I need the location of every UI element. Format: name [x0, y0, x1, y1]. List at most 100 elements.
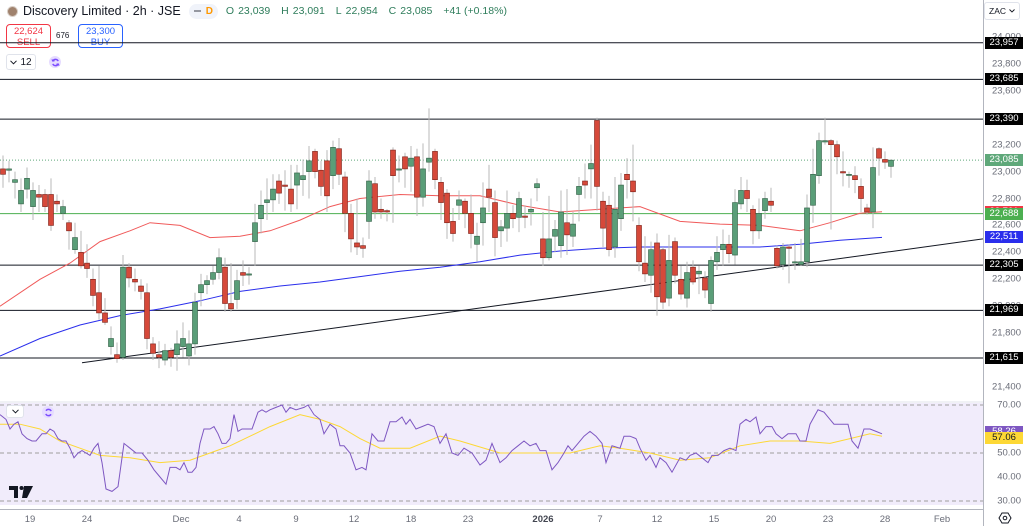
candle-body [372, 183, 378, 213]
price-axis[interactable]: 24,00023,80023,60023,40023,20023,00022,8… [983, 0, 1024, 526]
candle-body [480, 207, 486, 224]
market-status-badge[interactable]: D [188, 3, 218, 19]
candle-body [186, 343, 192, 357]
rsi-line [0, 404, 883, 492]
candle-body [630, 180, 636, 193]
time-axis[interactable]: 19 24 Dec 4 9 12 18 23 2026 7 12 15 20 23 28 Feb [0, 509, 983, 527]
ohlc-values: O 23,039 H 23,091 L 22,954 C 23,085 +41 (+0.… [226, 5, 511, 17]
candle-body [408, 157, 414, 167]
candle-body [180, 338, 186, 347]
time-tick-label: 18 [405, 514, 417, 525]
settings-gear-icon[interactable] [998, 512, 1012, 524]
candle-body [798, 261, 804, 265]
time-tick-label: 4 [236, 514, 242, 525]
ma-blue-line [0, 236, 883, 357]
price-level-label: 22,688 [985, 207, 1023, 220]
candle-body [576, 186, 582, 195]
rsi-tick-label: 40.00 [997, 471, 1021, 483]
candle-body [90, 278, 96, 296]
rsi-collapse-button[interactable] [6, 405, 24, 418]
candle-body [150, 343, 156, 354]
candle-body [132, 278, 138, 283]
symbol-logo-icon [7, 5, 18, 17]
candle-body [162, 350, 168, 361]
candle-body [846, 173, 852, 176]
candle-body [654, 242, 660, 298]
candle-body [486, 188, 492, 198]
candle-body [756, 213, 762, 232]
candle-body [432, 151, 438, 180]
candle-body [552, 229, 558, 237]
chevron-down-icon [1009, 9, 1015, 13]
candle-body [612, 208, 618, 248]
candle-body [66, 222, 72, 232]
time-tick-label: 24 [81, 514, 93, 525]
low-value: L 22,954 [335, 5, 378, 17]
candle-body [426, 157, 432, 163]
candle-body [246, 273, 252, 276]
candle-body [702, 277, 708, 291]
high-value: H 23,091 [281, 5, 325, 17]
indicators-toggle-button[interactable]: 12 [6, 54, 36, 70]
candle-body [810, 173, 816, 206]
time-tick-label: 20 [765, 514, 777, 525]
candle-body [414, 156, 420, 198]
price-level-label: 21,969 [985, 304, 1023, 317]
candle-body [420, 168, 426, 198]
candle-body [624, 173, 630, 180]
candle-body [642, 262, 648, 275]
candle-body [396, 168, 402, 171]
currency-selector[interactable]: ZAC [984, 2, 1020, 20]
candle-body [570, 223, 576, 237]
candle-body [678, 278, 684, 295]
candle-body [726, 243, 732, 255]
time-tick-label: 12 [651, 514, 663, 525]
symbol-title[interactable]: Discovery Limited · 2h · JSE [23, 4, 181, 18]
time-tick-label: 15 [708, 514, 720, 525]
sync-icon[interactable] [49, 56, 61, 68]
trendline [81, 238, 983, 364]
price-tick-label: 21,400 [991, 381, 1021, 393]
price-chart-canvas[interactable] [0, 0, 983, 509]
candle-body [6, 168, 12, 171]
time-tick-label: 28 [879, 514, 891, 525]
candle-body [78, 252, 84, 267]
change-value: +41 (+0.18%) [443, 5, 507, 17]
candle-body [270, 188, 276, 201]
candle-body [774, 248, 780, 267]
candle-body [366, 180, 372, 222]
candle-body [24, 178, 30, 190]
minus-icon [193, 10, 201, 12]
candle-body [540, 238, 546, 259]
candle-body [834, 144, 840, 158]
candle-body [264, 199, 270, 203]
candle-body [828, 140, 834, 145]
candle-body [114, 354, 120, 359]
candle-body [876, 148, 882, 159]
chevron-down-icon [10, 59, 18, 65]
price-level-label: 22,511 [985, 231, 1023, 244]
candle-body [858, 186, 864, 199]
candle-body [384, 210, 390, 213]
candle-body [528, 208, 534, 213]
candle-body [504, 213, 510, 229]
candle-body [288, 188, 294, 205]
candle-body [402, 156, 408, 170]
candle-body [240, 272, 246, 276]
candle-body [684, 272, 690, 299]
price-tick-label: 21,800 [991, 327, 1021, 339]
candle-body [444, 192, 450, 224]
candle-body [300, 175, 306, 180]
rsi-sync-icon[interactable] [42, 406, 54, 418]
candle-body [216, 257, 222, 273]
price-level-label: 21,615 [985, 352, 1023, 365]
candle-body [30, 190, 36, 207]
tradingview-logo-icon[interactable] [9, 486, 33, 498]
candle-body [306, 160, 312, 172]
candle-body [600, 200, 606, 229]
candle-body [456, 199, 462, 206]
candle-body [360, 245, 366, 249]
candle-body [282, 184, 288, 187]
time-tick-label: 23 [822, 514, 834, 525]
candle-body [276, 180, 282, 194]
